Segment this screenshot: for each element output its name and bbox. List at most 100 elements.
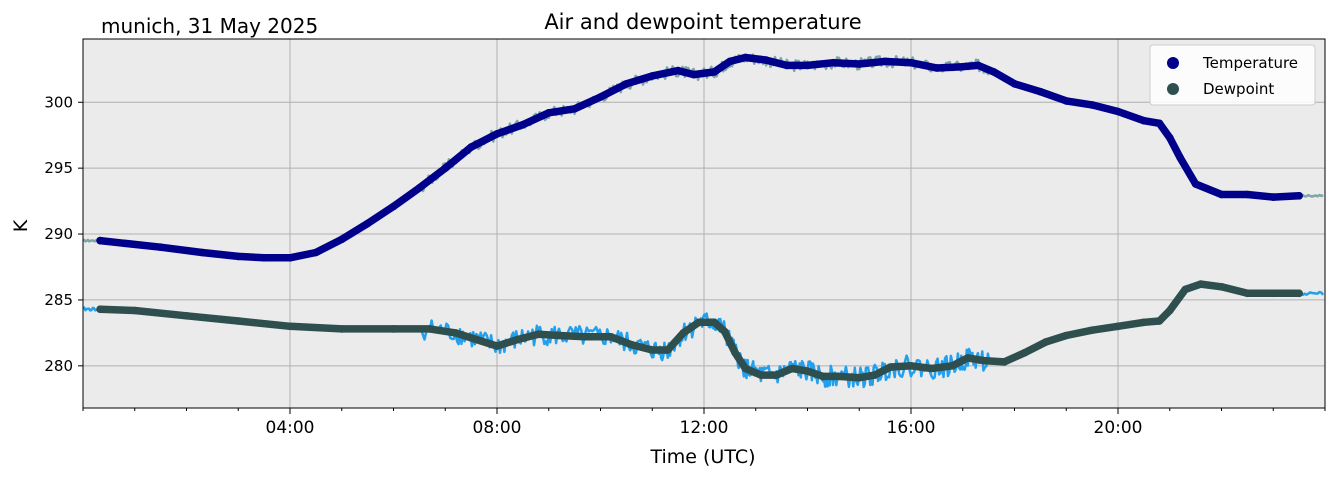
temperature-data-point xyxy=(1062,97,1071,105)
temperature-data-point xyxy=(1243,190,1252,199)
dewpoint-data-point xyxy=(927,364,936,373)
x-tick-label: 16:00 xyxy=(887,418,936,438)
temperature-data-point xyxy=(1036,87,1045,96)
dewpoint-data-point xyxy=(534,330,543,339)
temperature-data-point xyxy=(198,248,206,257)
temperature-data-point xyxy=(1269,193,1278,201)
dewpoint-data-point xyxy=(788,364,796,373)
temperature-data-point xyxy=(519,120,527,129)
temperature-data-point xyxy=(596,93,605,101)
dewpoint-data-point xyxy=(1155,317,1164,325)
x-tick-label: 12:00 xyxy=(680,418,729,438)
y-axis-label: K xyxy=(10,219,32,232)
x-tick-label: 20:00 xyxy=(1094,418,1143,438)
dewpoint-data-point xyxy=(803,367,812,375)
dewpoint-data-point xyxy=(286,322,294,331)
dewpoint-data-point xyxy=(731,348,739,357)
legend-box xyxy=(1149,44,1316,106)
temperature-data-point xyxy=(156,243,165,251)
temperature-data-point xyxy=(741,53,750,62)
y-tick-label: 290 xyxy=(44,225,73,243)
temperature-data-point xyxy=(803,61,812,70)
temperature-data-point xyxy=(363,219,372,228)
temperature-data-point xyxy=(415,184,424,192)
dewpoint-data-point xyxy=(513,335,522,344)
temperature-data-point xyxy=(710,68,719,76)
dewpoint-data-point xyxy=(182,312,191,320)
dewpoint-data-point xyxy=(855,373,864,382)
dewpoint-data-point xyxy=(389,325,398,333)
dewpoint-data-point xyxy=(472,335,481,344)
series-layer xyxy=(96,53,1303,382)
y-tick-label: 300 xyxy=(44,93,73,111)
location-date-label: munich, 31 May 2025 xyxy=(101,14,318,38)
temperature-data-point xyxy=(312,248,320,257)
y-tick-label: 295 xyxy=(44,159,73,177)
dewpoint-data-point xyxy=(451,329,460,337)
temperature-data-point xyxy=(545,109,553,117)
temperature-data-point xyxy=(286,253,294,262)
temperature-data-point xyxy=(1155,119,1164,128)
dewpoint-data-point xyxy=(772,371,781,379)
temperature-data-point xyxy=(762,56,770,64)
legend-label-dewpoint: Dewpoint xyxy=(1203,80,1274,98)
temperature-data-point xyxy=(783,61,791,70)
dewpoint-data-point xyxy=(710,318,719,327)
temperature-data-point xyxy=(689,70,698,79)
dewpoint-data-point xyxy=(1181,285,1190,294)
dewpoint-data-point xyxy=(964,354,972,362)
dewpoint-data-point xyxy=(834,372,843,381)
dewpoint-data-point xyxy=(581,333,589,341)
temperature-data-point xyxy=(726,57,734,66)
temperature-data-point xyxy=(96,236,104,245)
dewpoint-data-point xyxy=(664,346,672,354)
dewpoint-data-point xyxy=(1197,280,1205,288)
dewpoint-data-point xyxy=(720,327,729,336)
dewpoint-data-point xyxy=(886,363,895,371)
temperature-data-point xyxy=(441,164,450,172)
dewpoint-data-point xyxy=(948,362,957,370)
grid-lines xyxy=(83,39,1325,408)
x-tick-label: 04:00 xyxy=(266,418,315,438)
dewpoint-data-point xyxy=(907,362,915,370)
dewpoint-data-point xyxy=(234,317,243,325)
temperature-data-point xyxy=(974,61,983,70)
y-tick-label: 280 xyxy=(44,357,73,375)
temperature-data-point xyxy=(260,253,268,262)
dewpoint-data-point xyxy=(979,356,988,365)
dewpoint-data-point xyxy=(627,340,636,349)
temperature-data-point xyxy=(1088,101,1096,109)
dewpoint-data-point xyxy=(1140,318,1148,327)
x-axis-label: Time (UTC) xyxy=(649,446,755,468)
dewpoint-data-point xyxy=(679,329,688,337)
temperature-data-point xyxy=(907,58,915,67)
temperature-data-point xyxy=(959,62,967,71)
dewpoint-data-point xyxy=(741,364,750,373)
temperature-data-point xyxy=(1217,190,1226,199)
temperature-data-point xyxy=(648,72,657,80)
dewpoint-data-point xyxy=(1166,306,1174,315)
temperature-data-point xyxy=(855,60,864,68)
dewpoint-data-point xyxy=(1114,322,1122,331)
temperature-data-point xyxy=(933,64,941,72)
temperature-data-point xyxy=(622,80,631,88)
dewpoint-data-point xyxy=(871,371,879,379)
legend-label-temperature: Temperature xyxy=(1202,54,1298,72)
temperature-data-point xyxy=(1295,192,1303,200)
dewpoint-data-point xyxy=(819,372,827,381)
temperature-data-point xyxy=(1140,116,1148,125)
temperature-data-point xyxy=(674,66,682,75)
x-tick-label: 08:00 xyxy=(473,418,522,438)
temperature-data-point xyxy=(389,202,398,211)
temperature-data-point xyxy=(1191,180,1200,188)
temperature-data-point xyxy=(570,105,579,113)
dewpoint-data-point xyxy=(1295,289,1303,298)
dewpoint-data-point xyxy=(131,306,139,315)
dewpoint-data-point xyxy=(1217,283,1226,291)
dewpoint-data-point xyxy=(1021,348,1029,357)
dewpoint-data-point xyxy=(607,333,615,341)
legend-marker-dewpoint xyxy=(1167,83,1179,95)
y-tick-label: 285 xyxy=(44,291,73,309)
legend: Temperature Dewpoint xyxy=(1149,44,1316,106)
